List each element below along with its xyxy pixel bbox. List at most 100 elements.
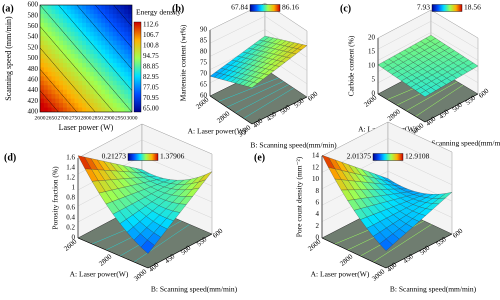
contour-cell <box>101 103 106 109</box>
contour-cell <box>51 98 56 104</box>
colorbar-tick-label: 77.05 <box>143 84 159 92</box>
z-tick-label: 1.4 <box>66 164 75 172</box>
contour-cell <box>74 80 79 86</box>
colorbar-tick-label: 70.95 <box>143 94 159 102</box>
contour-cell <box>112 85 118 91</box>
contour-cell <box>51 40 56 46</box>
contour-cell <box>74 49 79 55</box>
contour-cell <box>66 9 72 15</box>
contour-cell <box>86 36 91 42</box>
z-tick-label: 14 <box>312 152 320 160</box>
contour-cell <box>120 54 125 59</box>
z-tick-label: 2 <box>316 222 320 230</box>
contour-cell <box>124 58 129 64</box>
contour-cell <box>43 89 49 95</box>
contour-cell <box>66 80 72 86</box>
contour-cell <box>124 49 129 55</box>
a-axis-label: A: Laser power(W) <box>70 270 129 279</box>
contour-cell <box>63 71 68 77</box>
contour-cell <box>86 67 91 73</box>
contour-cell <box>70 13 75 19</box>
contour-cell <box>93 62 98 68</box>
contour-cell <box>47 85 52 91</box>
contour-cell <box>51 36 56 42</box>
contour-cell <box>109 9 114 15</box>
contour-cell <box>128 76 132 82</box>
contour-cell <box>93 89 98 95</box>
contour-cell <box>93 94 98 100</box>
contour-cell <box>128 54 132 59</box>
contour-cell <box>124 45 129 51</box>
contour-cell <box>128 40 132 46</box>
contour-cell <box>47 45 52 51</box>
contour-cell <box>112 13 118 19</box>
contour-cell <box>124 85 129 91</box>
contour-cell <box>70 58 75 64</box>
contour-cell <box>66 58 72 64</box>
contour-cell <box>128 62 132 68</box>
contour-cell <box>86 40 91 46</box>
contour-cell <box>112 27 118 33</box>
b-axis <box>385 233 453 269</box>
contour-cell <box>93 36 98 42</box>
wall-grid <box>321 138 453 173</box>
contour-cell <box>120 31 125 37</box>
contour-cell <box>105 94 110 100</box>
contour-cell <box>116 22 121 28</box>
contour-cell <box>109 98 114 104</box>
a-tick-label: 3000 <box>132 267 148 282</box>
contour-cell <box>55 85 60 91</box>
contour-cell <box>101 98 106 104</box>
contour-cell <box>74 89 79 95</box>
contour-cell <box>101 62 106 68</box>
contour-cell <box>66 5 72 10</box>
contour-cell <box>109 67 114 73</box>
contour-cell <box>66 107 72 112</box>
contour-cell <box>74 71 79 77</box>
contour-cell <box>74 5 79 10</box>
contour-cell <box>55 9 60 15</box>
z-tick-label: 0.8 <box>66 194 75 202</box>
contour-cell <box>66 89 72 95</box>
contour-cell <box>70 45 75 51</box>
x-tick-label: 2600 <box>35 115 46 121</box>
contour-cell <box>124 107 129 112</box>
contour-cell <box>43 85 49 91</box>
z-tick-label: 12 <box>312 163 320 171</box>
contour-cell <box>55 107 60 112</box>
contour-cell <box>101 36 106 42</box>
contour-cell <box>55 98 60 104</box>
contour-cell <box>105 27 110 33</box>
contour-cell <box>105 13 110 19</box>
contour-cell <box>101 45 106 51</box>
contour-cell <box>40 94 45 100</box>
contour-cell <box>116 76 121 82</box>
contour-cell <box>55 71 60 77</box>
z-tick-label: 4 <box>316 210 320 218</box>
contour-cell <box>70 85 75 91</box>
b-axis-label: B: Scanning speed(mm/min) <box>422 139 500 148</box>
floor-contour <box>235 84 289 114</box>
contour-cell <box>128 22 132 28</box>
contour-cell <box>63 67 68 73</box>
contour-cell <box>128 98 132 104</box>
a-tick-label: 2600 <box>362 93 378 108</box>
contour-cell <box>93 40 98 46</box>
contour-cell <box>63 49 68 55</box>
contour-cell <box>70 67 75 73</box>
colorbar-tick-label: 82.95 <box>143 73 159 81</box>
contour-cell <box>70 18 75 24</box>
contour-cell <box>120 5 125 10</box>
floor-contour <box>243 87 294 119</box>
contour-cell <box>74 54 79 59</box>
b-axis <box>424 93 479 123</box>
z-tick-label: 1.2 <box>66 174 75 182</box>
contour-cell <box>55 58 60 64</box>
contour-cell <box>86 80 91 86</box>
contour-cell <box>63 62 68 68</box>
z-axis-label: Porosity fraction (%) <box>51 166 60 230</box>
contour-cell <box>43 62 49 68</box>
contour-cell <box>55 89 60 95</box>
contour-cell <box>78 76 83 82</box>
contour-cell <box>74 103 79 109</box>
